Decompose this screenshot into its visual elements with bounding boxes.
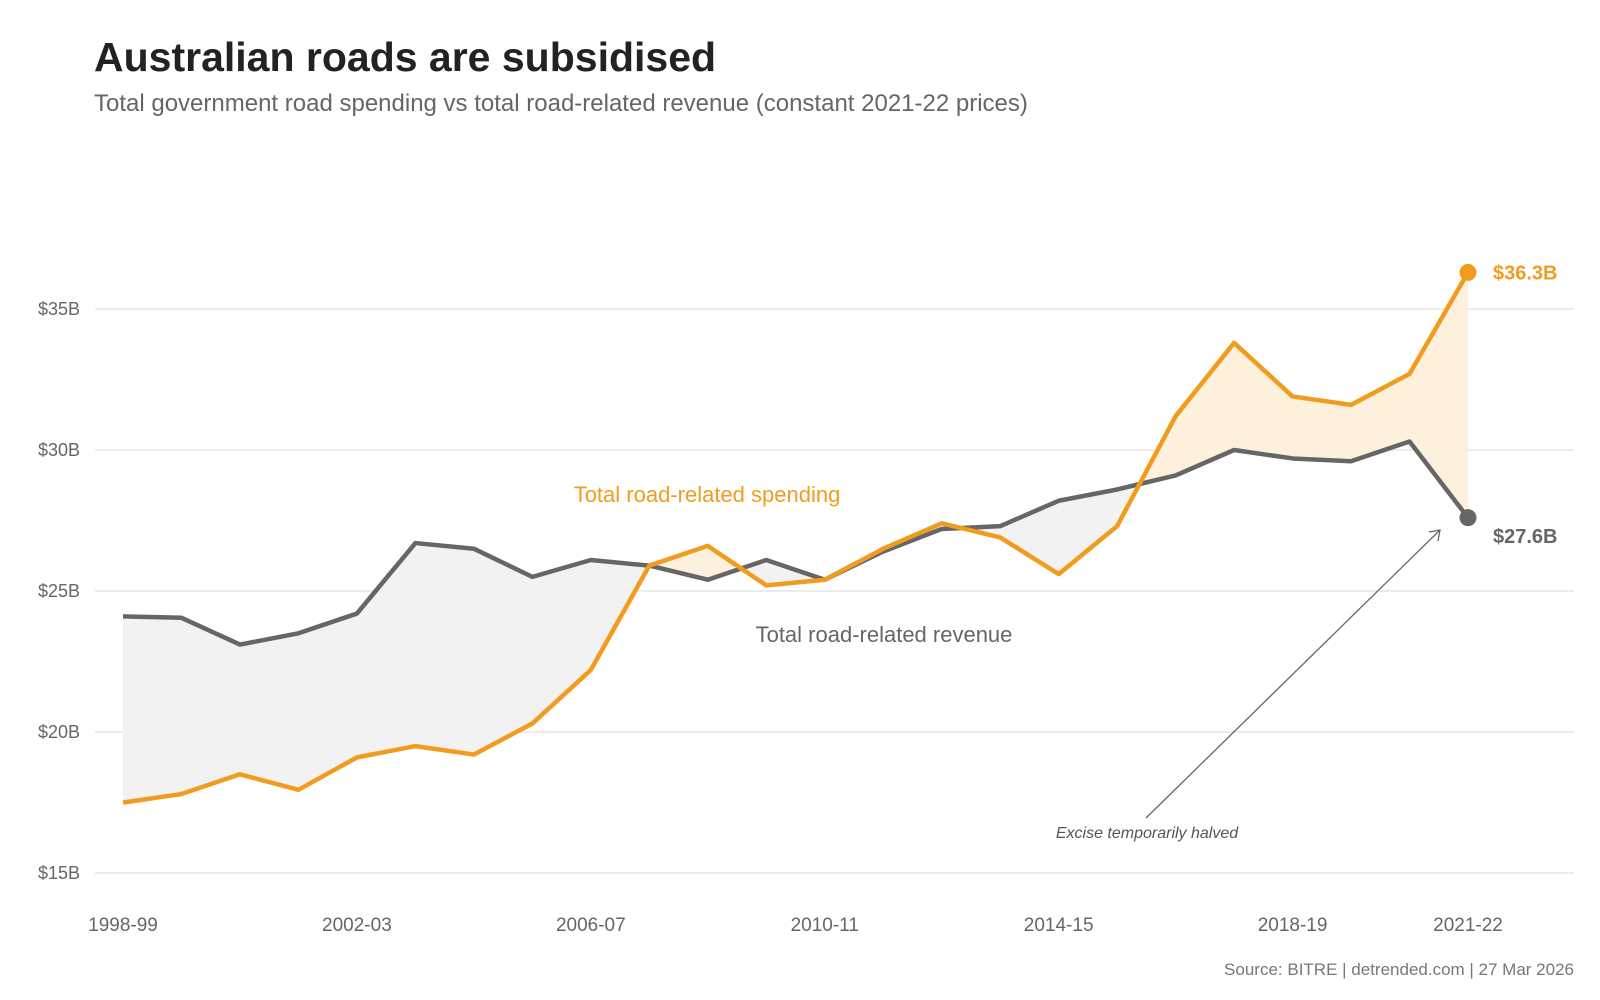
revenue-series-label: Total road-related revenue xyxy=(756,622,1013,647)
spending-line xyxy=(122,271,1470,805)
x-tick-label: 2002-03 xyxy=(322,915,392,936)
y-tick-label: $20B xyxy=(38,722,80,742)
y-tick-label: $35B xyxy=(38,299,80,319)
spending-gap-fill xyxy=(1234,342,1293,459)
revenue-gap-fill xyxy=(298,613,357,790)
annotation-arrow xyxy=(1145,529,1441,819)
x-tick-label: 2010-11 xyxy=(791,915,859,936)
annotation-text: Excise temporarily halved xyxy=(1056,825,1239,842)
spending-gap-fill xyxy=(649,545,708,580)
chart-subtitle: Total government road spending vs total … xyxy=(94,90,1028,117)
revenue-gap-fill xyxy=(1058,489,1118,575)
revenue-gap-fill xyxy=(1000,500,1059,575)
arrowhead-icon xyxy=(1428,529,1441,542)
spending-gap-fill xyxy=(1351,373,1410,462)
spending-series-label: Total road-related spending xyxy=(574,482,841,507)
spending-gap-fill xyxy=(1175,342,1235,476)
revenue-gap-fill xyxy=(415,543,474,755)
y-tick-label: $15B xyxy=(38,863,80,883)
revenue-gap-fill xyxy=(181,617,240,795)
spending-point xyxy=(1459,263,1477,281)
revenue-gap-fill xyxy=(473,548,533,755)
x-tick-label: 2014-15 xyxy=(1024,915,1094,936)
revenue-line xyxy=(122,439,1470,647)
spending-gap-fill xyxy=(707,545,742,580)
x-tick-label: 2018-19 xyxy=(1258,915,1328,936)
x-tick-label: 2021-22 xyxy=(1433,915,1503,936)
revenue-point xyxy=(1459,509,1477,527)
chart-title: Australian roads are subsidised xyxy=(94,34,717,80)
spending-gap-fill xyxy=(1409,272,1468,518)
revenue-gap-fill xyxy=(239,633,299,790)
spending-gap-fill xyxy=(1292,396,1352,462)
source-note: Source: BITRE | detrended.com | 27 Mar 2… xyxy=(1224,960,1574,979)
revenue-gap-fill xyxy=(123,616,182,803)
x-tick-label: 1998-99 xyxy=(88,915,158,936)
x-tick-label: 2006-07 xyxy=(556,915,626,936)
revenue-end-label: $27.6B xyxy=(1493,526,1558,548)
y-tick-label: $25B xyxy=(38,581,80,601)
spending-end-label: $36.3B xyxy=(1493,262,1558,284)
y-tick-label: $30B xyxy=(38,440,80,460)
